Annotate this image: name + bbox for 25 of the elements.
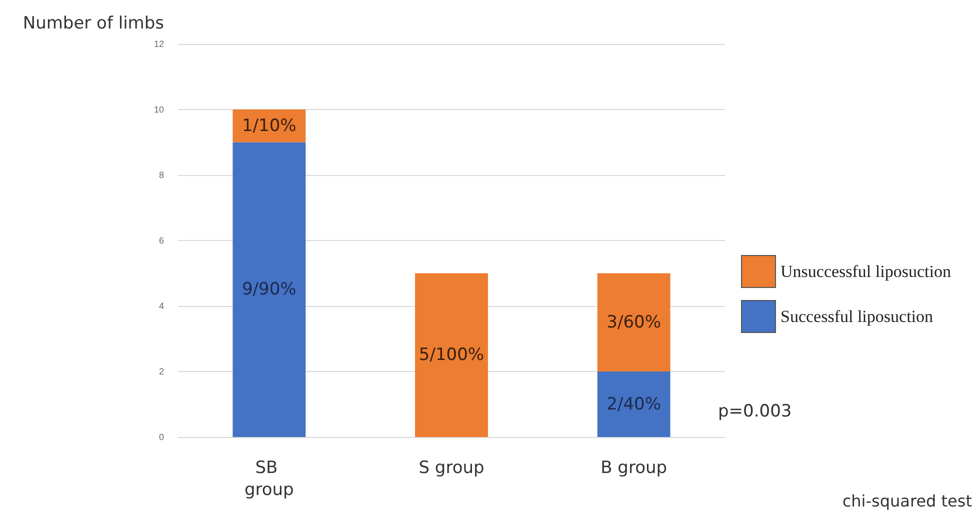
text: chi-squared test [842,492,972,510]
y-tick-label: 6 [158,236,164,246]
data-label: 9/90% [242,280,296,300]
y-tick-label: 8 [158,170,164,180]
y-tick-label: 2 [158,366,164,376]
y-tick-label: 4 [158,301,164,311]
y-tick-label: 12 [154,39,164,49]
x-tick-label: B group [600,458,668,478]
bar [597,273,670,372]
legend-label: Successful liposuction [780,307,934,326]
bar [415,273,488,437]
annotation: p=0.003 [718,402,792,422]
data-label: 5/100% [418,345,484,366]
data-label: 2/40% [606,394,662,414]
y-tick-label: 0 [158,432,164,442]
x-tick-label: S group [418,458,484,478]
x-tick-label: SB group [244,458,294,500]
bar [597,372,670,437]
bar [232,142,306,437]
legend-label: Unsuccessful liposuction [780,262,952,281]
data-label: 3/60% [606,312,662,332]
y-axis-title: Number of limbs [22,14,164,34]
bar [232,110,306,142]
y-tick-label: 10 [154,104,164,114]
data-label: 1/10% [242,116,296,136]
